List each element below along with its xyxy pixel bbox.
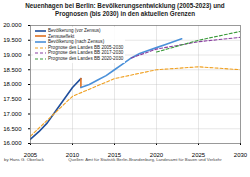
html-text:Bevölkerung (nach Zensus): Bevölkerung (nach Zensus)	[48, 39, 105, 45]
svg-text:17.500: 17.500	[3, 96, 22, 102]
svg-text:2025: 2025	[192, 152, 206, 157]
svg-text:2015: 2015	[108, 152, 122, 157]
svg-text:2005: 2005	[24, 152, 38, 157]
svg-text:20.000: 20.000	[3, 22, 22, 28]
svg-text:19.000: 19.000	[3, 52, 22, 58]
html-text:Neuenhagen bei Berlin: Bevölke: Neuenhagen bei Berlin: Bevölkerungsentwi…	[25, 2, 225, 17]
html-text:Quellen: Amt für Statistik Ber: Quellen: Amt für Statistik Berlin-Brande…	[68, 157, 222, 162]
svg-text:19.500: 19.500	[3, 37, 22, 43]
html-text:Prognose des Landes BB 2020-20: Prognose des Landes BB 2020-2030	[48, 56, 124, 61]
svg-text:16.000: 16.000	[3, 140, 22, 146]
svg-text:18.500: 18.500	[3, 67, 22, 73]
svg-text:2010: 2010	[66, 152, 80, 157]
svg-text:2020: 2020	[150, 152, 164, 157]
svg-text:16.500: 16.500	[3, 126, 22, 132]
svg-text:18.000: 18.000	[3, 81, 22, 87]
html-text:Bevölkerung (vor Zensus): Bevölkerung (vor Zensus)	[48, 28, 101, 33]
svg-text:2030: 2030	[234, 152, 248, 157]
html-text:Prognose des Landes BB 2005-20: Prognose des Landes BB 2005-2030	[48, 44, 124, 50]
html-text:Prognose des Landes BB 2017-20: Prognose des Landes BB 2017-2030	[48, 50, 124, 56]
html-text:Zensuseffekt: Zensuseffekt	[48, 33, 75, 39]
svg-text:17.000: 17.000	[3, 111, 22, 117]
html-text:by Hans G. Oberlack: by Hans G. Oberlack	[4, 157, 44, 162]
